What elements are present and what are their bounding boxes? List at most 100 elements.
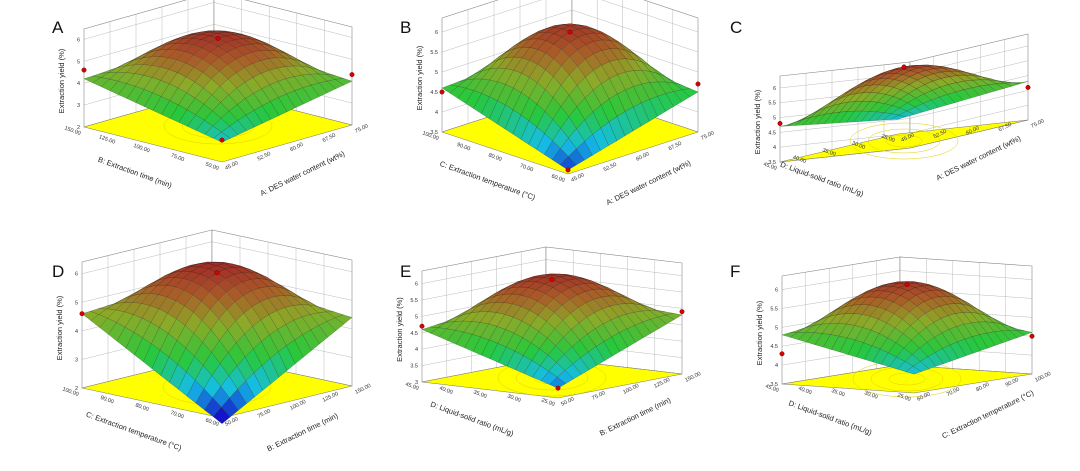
z-tick-label: 5.5 bbox=[430, 50, 438, 56]
y-tick-label: 35.00 bbox=[821, 148, 836, 158]
y-tick-label: 80.00 bbox=[134, 403, 149, 413]
z-tick-label: 4 bbox=[75, 329, 78, 335]
design-point bbox=[695, 81, 701, 87]
x-tick-label: 67.50 bbox=[322, 133, 337, 144]
z-tick-label: 6 bbox=[775, 288, 778, 294]
x-tick-label: 67.50 bbox=[998, 122, 1013, 133]
y-axis-label: D: Liquid-solid ratio (mL/g) bbox=[787, 398, 873, 437]
design-point bbox=[777, 121, 783, 126]
y-tick-label: 45.00 bbox=[762, 162, 777, 172]
y-tick-label: 25.00 bbox=[896, 393, 911, 403]
y-tick-label: 25.00 bbox=[540, 398, 555, 408]
floor-plane bbox=[779, 119, 1029, 163]
y-tick-label: 30.00 bbox=[863, 390, 878, 400]
panel-label: E bbox=[400, 262, 412, 281]
design-point bbox=[1029, 333, 1035, 339]
y-tick-label: 100.00 bbox=[62, 386, 80, 397]
panel-label: B bbox=[400, 18, 412, 37]
y-tick-label: 70.00 bbox=[169, 410, 184, 420]
design-point bbox=[555, 385, 561, 391]
y-tick-label: 80.00 bbox=[487, 153, 502, 163]
y-axis-label: C: Extraction temperature (°C) bbox=[85, 410, 183, 453]
wall-gridline bbox=[781, 270, 1033, 290]
z-tick-label: 5 bbox=[415, 314, 418, 320]
panel-label: C bbox=[730, 18, 743, 37]
y-tick-label: 90.00 bbox=[99, 395, 114, 405]
y-tick-label: 40.00 bbox=[438, 386, 453, 396]
panel-f: F 3.5 4 4.5 5 5.5 6 60.00 70.00 80.00 90.00 100.00… bbox=[720, 236, 1080, 471]
x-tick-label: 60.00 bbox=[916, 391, 931, 402]
z-tick-label: 6 bbox=[75, 272, 78, 278]
z-axis-label: Extraction yield (%) bbox=[415, 45, 424, 110]
x-tick-label: 90.00 bbox=[1005, 377, 1020, 388]
z-tick-label: 3 bbox=[77, 103, 80, 109]
y-tick-label: 35.00 bbox=[830, 388, 845, 398]
y-tick-label: 70.00 bbox=[519, 163, 534, 173]
z-tick-label: 4 bbox=[773, 145, 776, 151]
floor-contour bbox=[849, 122, 959, 160]
surface-chart: 3.5 4 4.5 5 5.5 6 60.00 70.00 80.00 90.00 100.00 25… bbox=[755, 256, 1052, 440]
y-tick-label: 45.00 bbox=[764, 384, 779, 394]
surface-cell bbox=[890, 115, 907, 120]
design-point bbox=[565, 167, 571, 173]
panel-label: A bbox=[52, 18, 64, 37]
design-point bbox=[79, 311, 85, 317]
y-tick-label: 45.00 bbox=[404, 382, 419, 392]
z-tick-label: 5 bbox=[775, 325, 778, 331]
y-tick-label: 60.00 bbox=[204, 418, 219, 428]
floor-contour bbox=[867, 128, 941, 154]
z-tick-label: 3 bbox=[415, 380, 418, 386]
z-axis-label: Extraction yield (%) bbox=[57, 48, 66, 113]
x-tick-label: 100.00 bbox=[1034, 371, 1052, 384]
x-tick-label: 80.00 bbox=[975, 382, 990, 393]
y-tick-label: 150.00 bbox=[64, 125, 82, 136]
y-tick-label: 30.00 bbox=[506, 394, 521, 404]
x-axis-label: B: Extraction time (min) bbox=[265, 411, 339, 453]
z-tick-label: 3.5 bbox=[768, 160, 776, 166]
design-point bbox=[567, 29, 573, 35]
x-axis-label: A: DES water content (wt%) bbox=[605, 158, 693, 207]
surface-chart: 2345650.0075.00100.00125.00150.0060.0070… bbox=[55, 229, 372, 453]
z-tick-label: 6 bbox=[773, 86, 776, 92]
design-point bbox=[904, 282, 910, 288]
design-point bbox=[1025, 84, 1031, 90]
x-tick-label: 60.00 bbox=[965, 125, 980, 136]
design-point bbox=[549, 277, 555, 283]
z-tick-label: 5.5 bbox=[770, 306, 778, 312]
y-tick-label: 100.00 bbox=[422, 130, 440, 141]
z-tick-label: 4.5 bbox=[410, 331, 418, 337]
floor-contour bbox=[885, 134, 923, 148]
y-tick-label: 30.00 bbox=[851, 141, 866, 151]
surface-cell bbox=[559, 156, 577, 171]
z-tick-label: 5 bbox=[435, 70, 438, 76]
z-tick-label: 4 bbox=[77, 81, 80, 87]
y-tick-label: 50.00 bbox=[204, 162, 219, 172]
wall-gridline bbox=[441, 9, 699, 53]
design-point bbox=[679, 309, 685, 315]
surface-cell bbox=[213, 131, 231, 143]
wall-gridline bbox=[441, 0, 699, 33]
x-tick-label: 70.00 bbox=[946, 387, 961, 398]
y-tick-label: 35.00 bbox=[472, 390, 487, 400]
wall-gridline bbox=[81, 241, 353, 274]
x-tick-label: 75.00 bbox=[354, 123, 369, 134]
design-point bbox=[215, 35, 221, 41]
y-tick-label: 100.00 bbox=[133, 143, 151, 154]
z-tick-label: 2 bbox=[77, 125, 80, 131]
x-tick-label: 52.50 bbox=[257, 151, 272, 162]
x-tick-label: 52.50 bbox=[603, 162, 618, 173]
y-tick-label: 25.00 bbox=[880, 134, 895, 144]
y-tick-label: 125.00 bbox=[98, 134, 116, 145]
y-axis-label: B: Extraction time (min) bbox=[97, 155, 174, 190]
x-tick-label: 150.00 bbox=[684, 371, 702, 384]
design-point bbox=[901, 64, 907, 70]
surface-chart: 3.5 4 4.5 5 5.5 6 45.00 52.50 60.00 67.50 75.00 25.… bbox=[753, 33, 1045, 198]
x-tick-label: 75.00 bbox=[591, 390, 606, 401]
z-axis-label: Extraction yield (%) bbox=[395, 297, 404, 362]
design-point bbox=[81, 67, 87, 73]
x-tick-label: 52.50 bbox=[933, 129, 948, 140]
panel-a: A 2 3 4 5 6 45.00 52.50 60.00 67.50 75.00 50.00 75.… bbox=[0, 0, 369, 235]
design-point bbox=[439, 89, 445, 95]
design-point bbox=[219, 137, 225, 143]
